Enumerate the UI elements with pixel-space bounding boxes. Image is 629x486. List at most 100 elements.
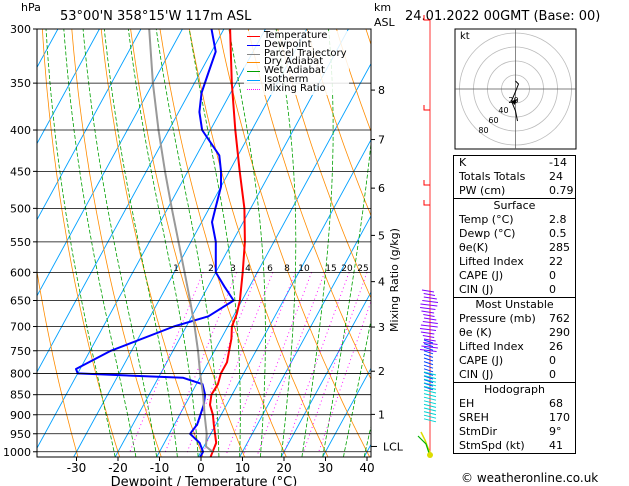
stats-row: StmSpd (kt) 41 <box>454 439 575 453</box>
wind-barb <box>423 371 437 376</box>
stats-row: PW (cm) 0.79 <box>454 184 575 198</box>
pressure-tick-label: 350 <box>10 77 31 90</box>
wind-barb <box>422 300 439 303</box>
stats-row: Pressure (mb) 762 <box>454 312 575 326</box>
stats-label: StmDir <box>459 425 498 438</box>
legend-swatch <box>247 79 260 81</box>
surface-wind-barb <box>417 435 431 457</box>
wind-barb <box>423 339 434 344</box>
legend-swatch <box>247 53 260 55</box>
stats-value: 0 <box>549 283 556 296</box>
stats-row: θe (K) 290 <box>454 326 575 340</box>
wind-barb <box>423 400 437 405</box>
wind-barb <box>423 15 430 21</box>
pressure-tick-label: 800 <box>10 367 31 380</box>
legend-label: Dry Adiabat <box>264 56 324 68</box>
isotherm-line <box>37 29 225 373</box>
hodograph <box>455 29 576 149</box>
stats-label: CAPE (J) <box>459 354 504 367</box>
mixing-ratio-line <box>128 272 204 454</box>
pressure-tick-label: 850 <box>10 389 31 402</box>
wind-barb <box>423 396 437 401</box>
wind-barb <box>421 310 435 314</box>
copyright-text: © weatheronline.co.uk <box>461 471 599 485</box>
mixing-ratio-line <box>302 272 368 454</box>
legend-swatch <box>247 36 260 37</box>
isotherm-line <box>37 29 183 297</box>
wet-adiabat-line <box>188 29 241 457</box>
datetime-title: 24.01.2022 00GMT (Base: 00) <box>405 9 600 24</box>
wet-adiabat-line <box>301 29 334 457</box>
stats-label: K <box>459 156 467 169</box>
pressure-tick-label: 950 <box>10 428 31 441</box>
legend-swatch <box>247 44 260 46</box>
wind-barb <box>423 393 437 398</box>
stats-label: Temp (°C) <box>459 213 514 226</box>
stats-value: 285 <box>549 241 570 254</box>
stats-label: CIN (J) <box>459 283 494 296</box>
pressure-tick-label: 400 <box>10 124 31 137</box>
stats-value: 0.5 <box>549 227 567 240</box>
wind-barb <box>423 105 430 111</box>
legend-item: Isotherm <box>246 74 347 85</box>
x-tick-label: 30 <box>318 461 333 475</box>
km-tick-label: 8 <box>378 84 385 97</box>
wet-adiabat-line <box>343 318 371 457</box>
stats-section-title: Hodograph <box>454 382 575 397</box>
wind-barb <box>423 375 434 380</box>
pressure-tick-label: 1000 <box>3 446 31 459</box>
km-tick-label: 3 <box>378 321 385 334</box>
mixing-ratio-line <box>164 272 238 454</box>
wind-barb <box>423 414 437 419</box>
stats-section-title: Most Unstable <box>454 297 575 312</box>
wind-barb <box>423 389 437 394</box>
isotherm-line <box>156 62 371 457</box>
km-tick-label: 5 <box>378 229 385 242</box>
mixing-ratio-line <box>226 272 296 454</box>
mixing-ratio-axis-label: Mixing Ratio (g/kg) <box>388 228 401 332</box>
dry-adiabat-line <box>601 29 629 457</box>
stats-row: Dewp (°C) 0.5 <box>454 227 575 241</box>
stats-value: 24 <box>549 170 563 183</box>
isotherm-line <box>197 138 371 457</box>
asl-label: ASL <box>374 16 396 29</box>
x-tick-label: 10 <box>235 461 250 475</box>
wind-barb <box>423 180 430 186</box>
x-tick-label: -30 <box>67 461 87 475</box>
stats-row: θe(K) 285 <box>454 241 575 255</box>
wind-barb <box>422 321 438 324</box>
stats-row: Lifted Index 22 <box>454 255 575 269</box>
dry-adiabat-line <box>42 29 120 457</box>
dewpoint-line <box>75 29 235 457</box>
wind-barb <box>423 317 437 321</box>
legend-label: Mixing Ratio <box>264 82 326 94</box>
pressure-tick-label: 500 <box>10 202 31 215</box>
km-tick-label: 6 <box>378 182 385 195</box>
wind-barb <box>423 382 434 387</box>
mixing-ratio-label: 8 <box>284 264 290 274</box>
wet-adiabat-line <box>155 29 220 457</box>
mixing-ratio-line <box>317 299 371 454</box>
legend-item: Mixing Ratio <box>246 82 347 94</box>
wind-barb <box>423 361 434 366</box>
wet-adiabat-line <box>63 29 137 457</box>
wind-barb <box>423 407 437 412</box>
wet-adiabat-line <box>228 29 266 457</box>
stats-row: CIN (J) 0 <box>454 283 575 297</box>
hodograph-trace <box>510 80 520 122</box>
stats-label: StmSpd (kt) <box>459 439 525 452</box>
stats-label: Pressure (mb) <box>459 312 536 325</box>
wet-adiabat-line <box>128 29 199 457</box>
stats-label: Dewp (°C) <box>459 227 516 240</box>
wind-barb <box>423 378 437 383</box>
wind-barb <box>423 368 434 373</box>
hodo-ring-label: 20 <box>508 96 518 105</box>
stats-value: 0.79 <box>549 184 574 197</box>
isotherm-line <box>37 29 100 145</box>
stats-row: Temp (°C) 2.8 <box>454 213 575 227</box>
mixing-ratio-label: 20 <box>341 264 353 274</box>
legend-item: Temperature <box>246 31 347 41</box>
wet-adiabat-line <box>82 29 158 457</box>
stats-row: CAPE (J) 0 <box>454 354 575 368</box>
